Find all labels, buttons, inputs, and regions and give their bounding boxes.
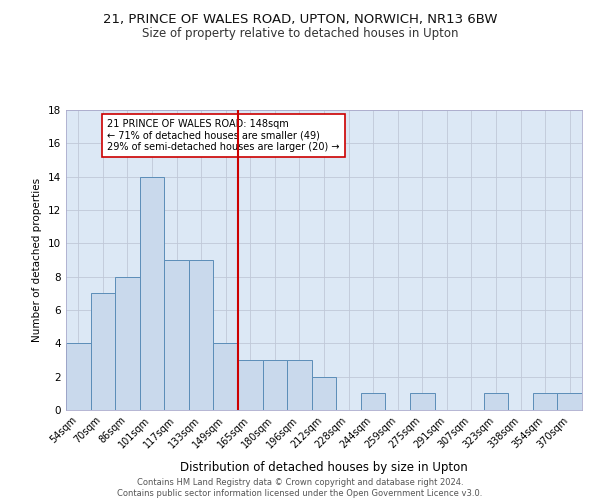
Bar (91, 294, 115, 410)
Text: 21 PRINCE OF WALES ROAD: 148sqm
← 71% of detached houses are smaller (49)
29% of: 21 PRINCE OF WALES ROAD: 148sqm ← 71% of… (107, 119, 340, 152)
Text: 21, PRINCE OF WALES ROAD, UPTON, NORWICH, NR13 6BW: 21, PRINCE OF WALES ROAD, UPTON, NORWICH… (103, 12, 497, 26)
Bar (263, 360, 287, 410)
Bar (361, 394, 385, 410)
Bar (533, 394, 557, 410)
Bar (484, 394, 508, 410)
Bar (140, 176, 164, 410)
Bar (189, 260, 214, 410)
Bar (410, 394, 434, 410)
Bar (238, 360, 263, 410)
Text: Contains HM Land Registry data © Crown copyright and database right 2024.
Contai: Contains HM Land Registry data © Crown c… (118, 478, 482, 498)
Bar (557, 394, 582, 410)
Bar (287, 360, 312, 410)
Bar (312, 376, 336, 410)
Bar (214, 344, 238, 410)
Bar (164, 260, 189, 410)
Bar (66, 344, 91, 410)
Text: Size of property relative to detached houses in Upton: Size of property relative to detached ho… (142, 28, 458, 40)
Y-axis label: Number of detached properties: Number of detached properties (32, 178, 43, 342)
Bar (115, 276, 140, 410)
X-axis label: Distribution of detached houses by size in Upton: Distribution of detached houses by size … (180, 461, 468, 474)
